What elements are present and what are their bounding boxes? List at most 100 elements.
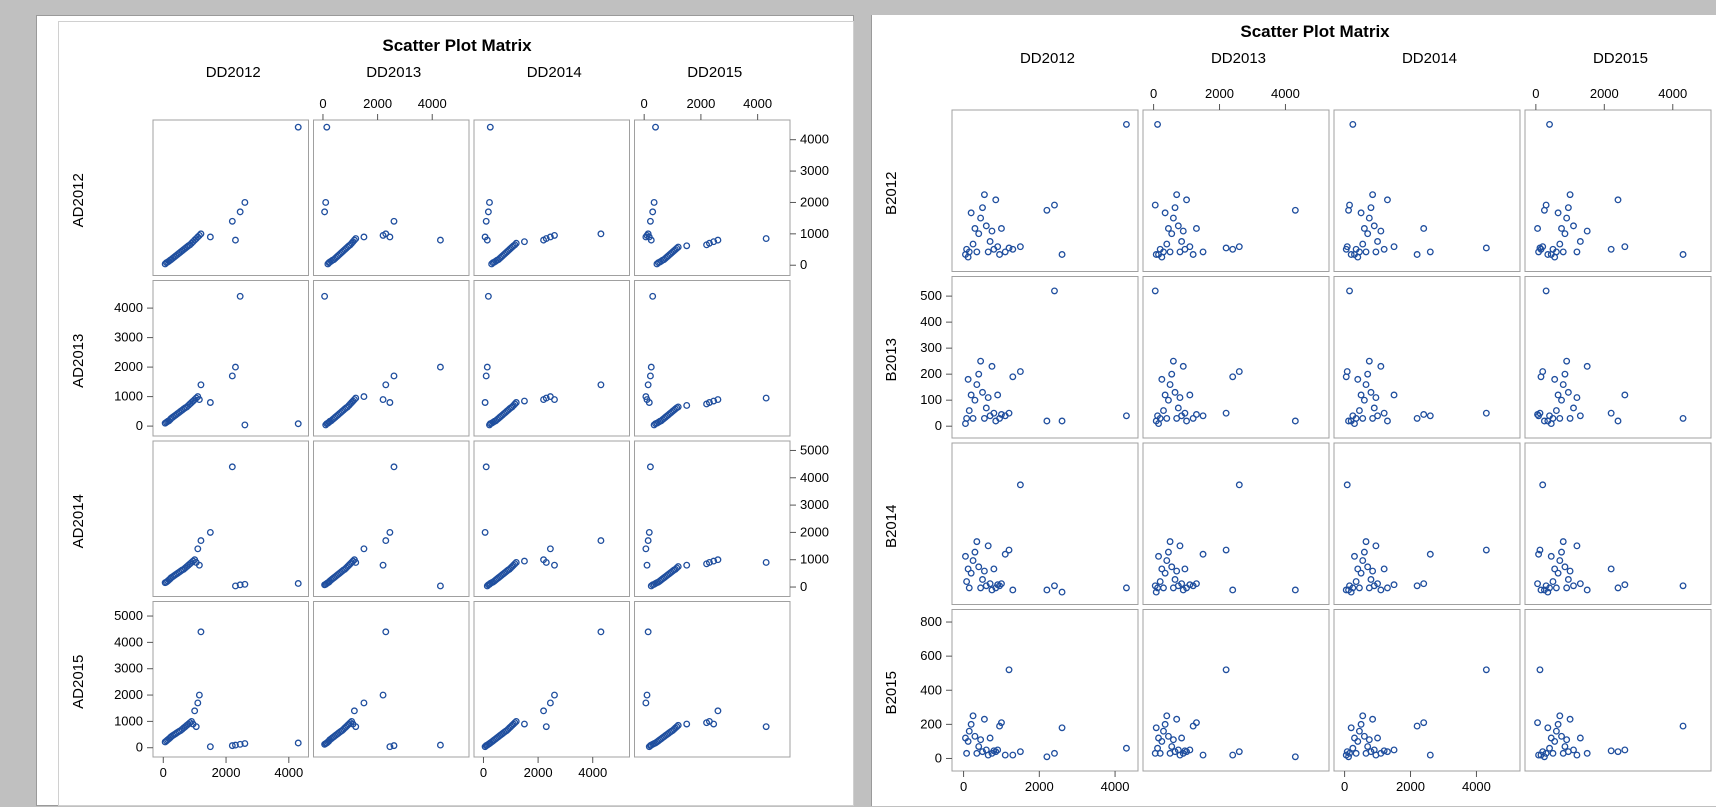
data-point	[1554, 391, 1562, 399]
data-point	[965, 727, 973, 735]
data-point	[647, 236, 655, 244]
data-point	[241, 580, 249, 588]
data-point	[1380, 245, 1388, 253]
data-point	[977, 736, 985, 744]
data-point	[982, 404, 990, 412]
data-point	[1542, 201, 1550, 209]
data-point	[512, 239, 520, 247]
scatter-cell	[951, 276, 1139, 439]
column-label: DD2012	[206, 64, 261, 81]
right-scatter-plot-matrix: Scatter Plot Matrix DD2012 DD2013 DD2014 DD2…	[883, 22, 1712, 794]
data-point	[350, 707, 358, 715]
data-point	[1536, 666, 1544, 674]
y-tick-label: 300	[920, 340, 942, 355]
data-point	[1383, 196, 1391, 204]
data-point	[1058, 251, 1066, 258]
scatter-cell	[313, 119, 470, 276]
data-point	[673, 564, 681, 572]
scatter-cell	[473, 119, 630, 276]
data-point	[1192, 580, 1200, 588]
data-point	[1156, 578, 1164, 586]
data-point	[551, 396, 558, 403]
data-point	[597, 230, 605, 238]
data-point	[1166, 248, 1174, 256]
data-point	[643, 561, 651, 569]
data-point	[1163, 240, 1171, 248]
data-point	[1374, 580, 1382, 588]
data-point	[323, 123, 331, 131]
data-point	[1359, 712, 1367, 720]
y-tick-label: 2000	[800, 194, 829, 209]
data-point	[379, 691, 387, 699]
data-point	[382, 537, 390, 545]
data-point	[674, 243, 682, 251]
data-point	[1355, 407, 1363, 415]
scatter-cell	[473, 601, 630, 758]
data-point	[1354, 737, 1362, 745]
data-point	[1154, 120, 1161, 128]
data-point	[197, 230, 205, 238]
data-point	[1362, 538, 1370, 546]
data-point	[1173, 567, 1181, 575]
x-tick-label: 4000	[578, 765, 607, 780]
data-point	[236, 292, 244, 300]
data-point	[997, 411, 1005, 418]
data-point	[971, 732, 979, 740]
data-point	[1347, 588, 1355, 596]
data-point	[511, 241, 519, 249]
data-point	[1679, 251, 1687, 258]
data-point	[980, 191, 988, 199]
x-tick-label: 4000	[1462, 779, 1491, 794]
data-point	[652, 739, 659, 747]
data-point	[1369, 715, 1377, 723]
data-point	[1537, 586, 1545, 594]
data-point	[1563, 357, 1571, 365]
data-point	[1349, 120, 1357, 128]
data-point	[1161, 209, 1169, 217]
data-point	[652, 123, 659, 131]
data-point	[1168, 370, 1176, 378]
data-point	[710, 557, 718, 565]
scatter-cell	[152, 601, 309, 758]
data-point	[551, 231, 558, 239]
data-point	[977, 214, 985, 222]
data-point	[1558, 732, 1565, 740]
data-point	[1171, 204, 1179, 212]
y-tick-label: 0	[935, 418, 942, 433]
data-point	[232, 363, 239, 371]
data-point	[971, 548, 979, 556]
data-point	[390, 742, 398, 750]
data-point	[232, 741, 239, 749]
data-point	[1179, 362, 1187, 370]
data-point	[1166, 381, 1174, 389]
data-point	[1679, 414, 1687, 422]
data-point	[1534, 225, 1542, 232]
data-point	[1679, 722, 1687, 730]
data-point	[1359, 557, 1367, 564]
data-point	[1166, 538, 1174, 546]
data-point	[1229, 373, 1237, 381]
x-tick-label: 2000	[1396, 779, 1425, 794]
data-point	[1345, 753, 1352, 761]
data-point	[1160, 727, 1167, 735]
data-point	[1051, 287, 1058, 295]
data-point	[1001, 751, 1009, 759]
data-point	[996, 251, 1004, 258]
data-point	[1551, 565, 1559, 573]
data-point	[1614, 748, 1622, 756]
data-point	[973, 381, 981, 389]
data-point	[1174, 222, 1182, 230]
y-tick-label: 4000	[800, 470, 829, 485]
data-point	[965, 248, 973, 256]
data-point	[1058, 588, 1066, 596]
data-point	[1544, 724, 1552, 732]
data-point	[1621, 746, 1629, 754]
data-point	[1359, 240, 1367, 248]
data-point	[1426, 248, 1434, 256]
data-point	[979, 576, 986, 583]
data-point	[1544, 251, 1552, 258]
data-point	[969, 712, 977, 720]
data-point	[652, 580, 659, 587]
data-point	[973, 538, 981, 546]
data-point	[1176, 394, 1184, 402]
